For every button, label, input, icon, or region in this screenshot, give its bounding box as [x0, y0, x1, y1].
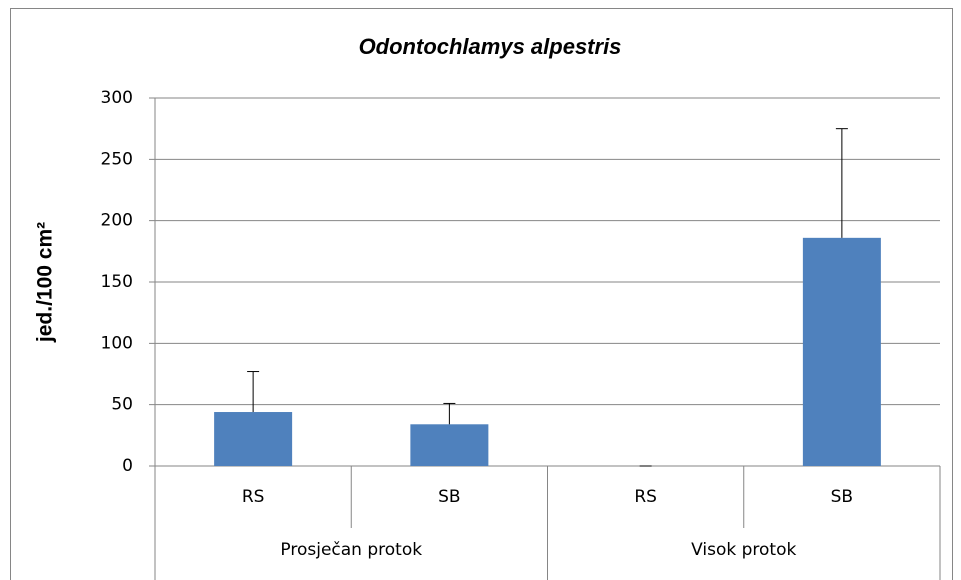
y-tick-label: 200 — [101, 211, 133, 231]
y-tick-label: 0 — [122, 456, 133, 476]
bar — [802, 237, 881, 466]
bar — [410, 424, 489, 466]
group-label: Visok protok — [691, 540, 796, 560]
y-tick-label: 150 — [101, 272, 133, 292]
bar — [214, 412, 293, 466]
x-tick-label: RS — [242, 487, 265, 507]
y-tick-label: 250 — [101, 149, 133, 169]
x-tick-label: SB — [831, 487, 853, 507]
chart-border — [10, 8, 953, 580]
y-tick-label: 300 — [101, 88, 133, 108]
y-tick-label: 100 — [101, 333, 133, 353]
x-tick-label: RS — [634, 487, 657, 507]
y-axis-label: jed./100 cm² — [34, 222, 57, 343]
group-label: Prosječan protok — [280, 540, 422, 560]
chart-title: Odontochlamys alpestris — [359, 34, 622, 59]
y-tick-label: 50 — [111, 395, 133, 415]
x-tick-label: SB — [438, 487, 460, 507]
